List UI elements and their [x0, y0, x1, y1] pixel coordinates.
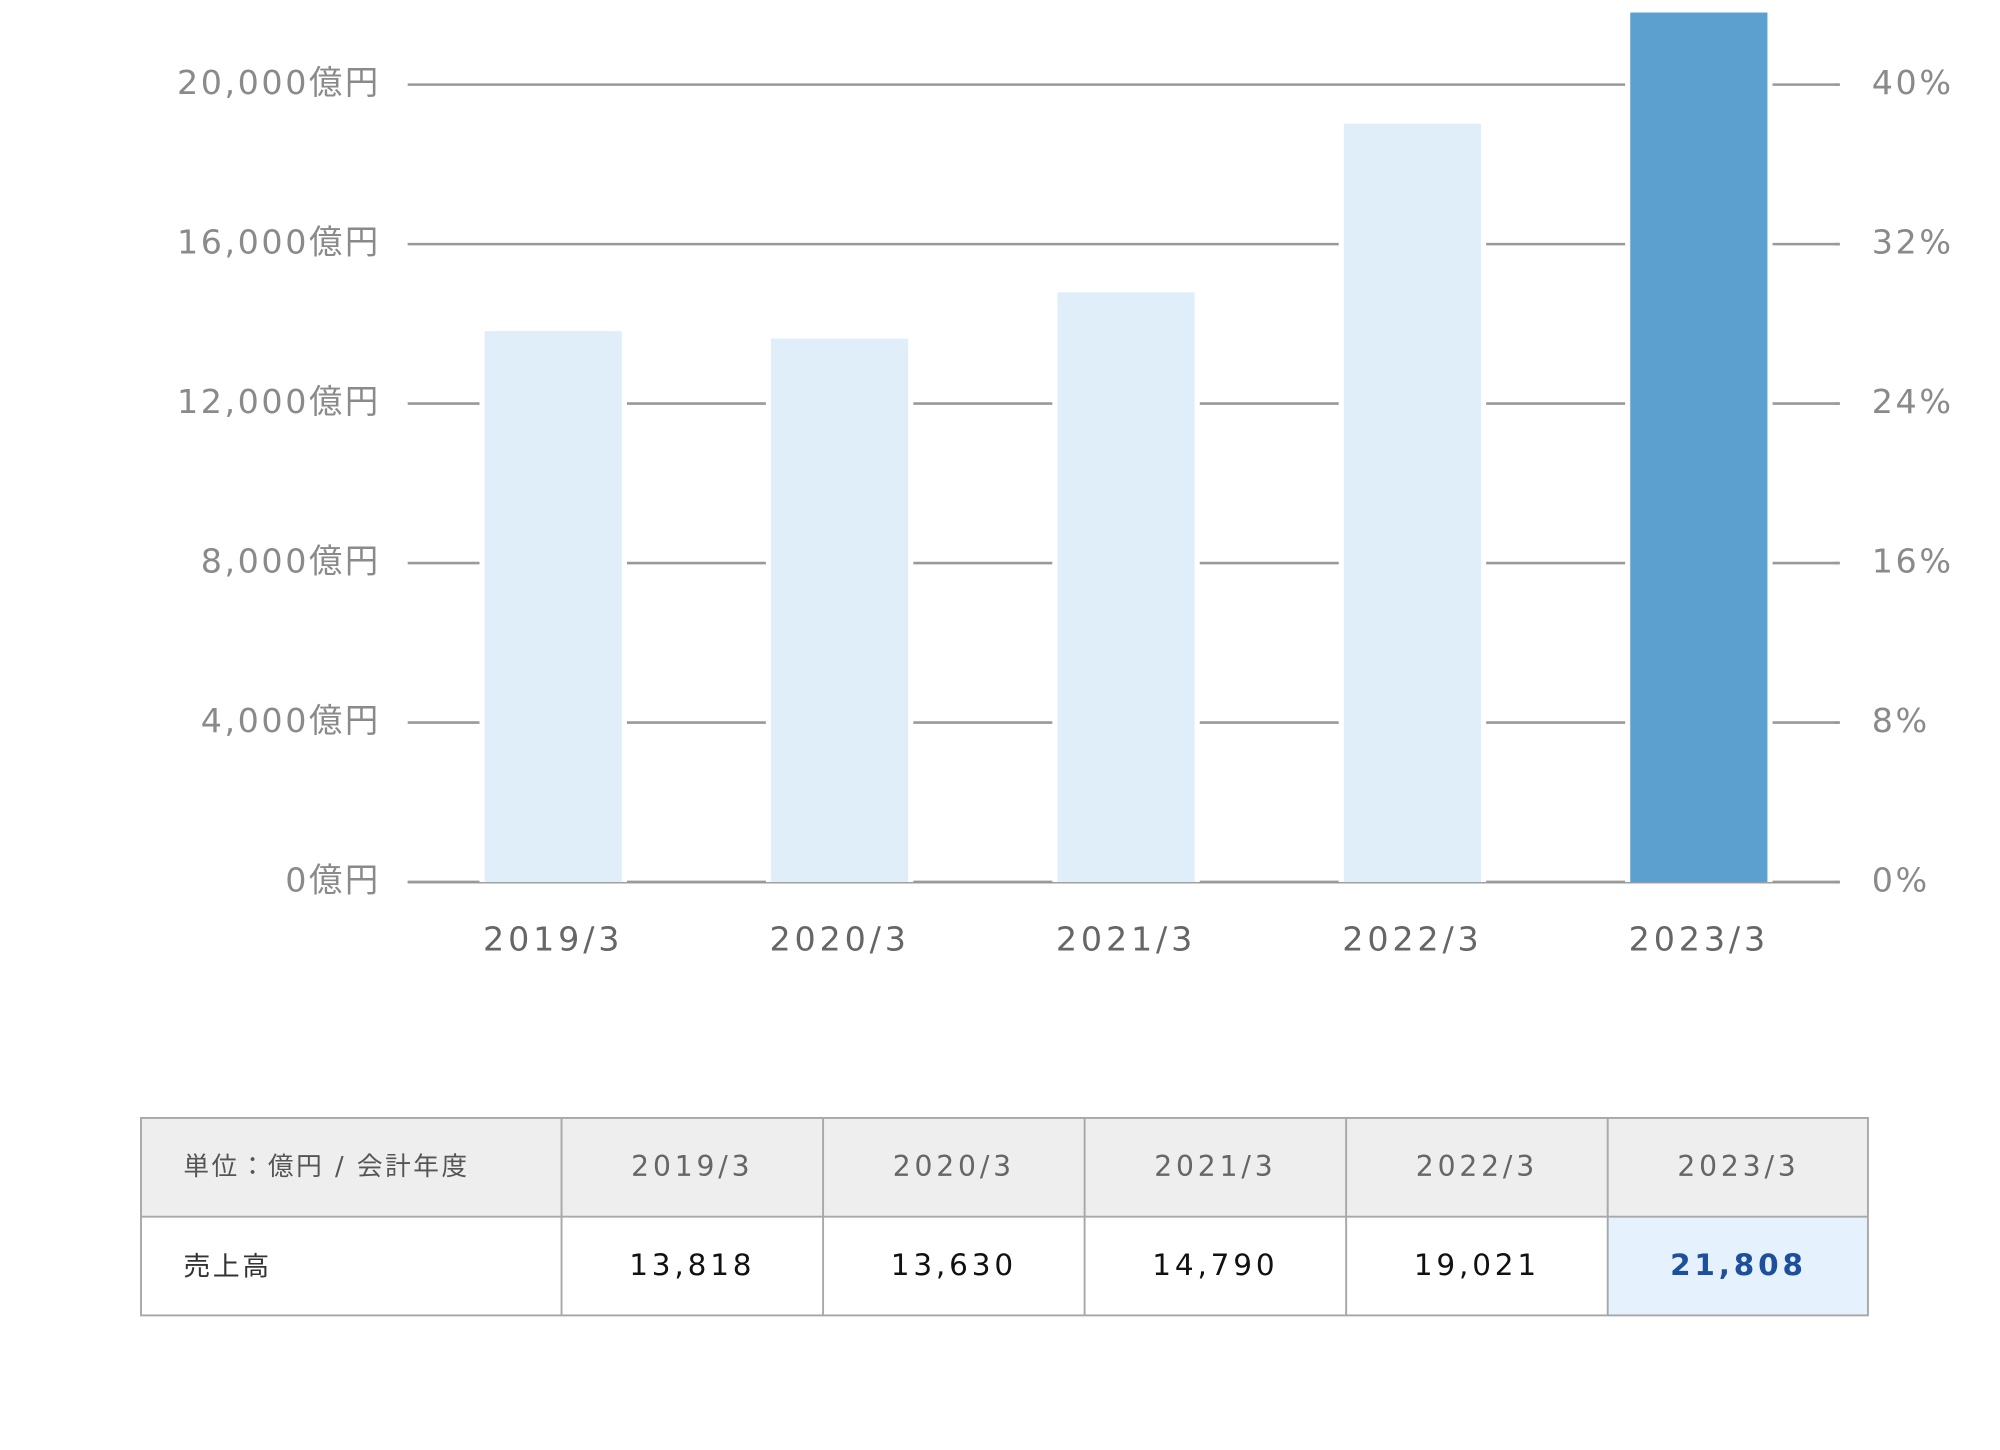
bar	[1057, 292, 1195, 883]
y2-tick-label: 32%	[1872, 223, 1954, 262]
x-tick-label: 2022/3	[1342, 920, 1482, 959]
table-year: 2022/3	[1416, 1150, 1538, 1183]
y-tick-label: 16,000億円	[177, 223, 381, 262]
x-tick-label: 2023/3	[1629, 920, 1769, 959]
table-year: 2023/3	[1677, 1150, 1799, 1183]
y2-tick-label: 8%	[1872, 701, 1930, 740]
table-borders	[140, 1116, 1869, 1317]
y-tick-label: 4,000億円	[201, 701, 381, 740]
table-header-bg	[141, 1117, 1868, 1217]
table-value: 13,630	[891, 1248, 1017, 1282]
y2-tick-label: 0%	[1872, 861, 1930, 900]
table-row-label: 売上高	[183, 1251, 271, 1282]
y-tick-label: 12,000億円	[177, 382, 381, 421]
table-highlight-bg	[1607, 1216, 1868, 1316]
table-value: 14,790	[1152, 1248, 1278, 1282]
bar	[484, 331, 622, 883]
y-tick-label: 8,000億円	[201, 542, 381, 581]
y-tick-label: 0億円	[285, 861, 381, 900]
y2-tick-label: 16%	[1872, 542, 1954, 581]
table-year: 2019/3	[631, 1150, 753, 1183]
data-table: 単位：億円 / 会計年度 売上高 2019/3 13,818 2020/3 13,63…	[140, 1116, 1869, 1317]
labels: 0億円 4,000億円 8,000億円 12,000億円 16,000億円 20,000億…	[177, 63, 1954, 959]
table-year: 2021/3	[1154, 1150, 1276, 1183]
y-tick-label: 20,000億円	[177, 63, 381, 102]
bar	[1630, 12, 1768, 883]
table-value: 13,818	[629, 1248, 755, 1282]
table-value: 21,808	[1670, 1248, 1807, 1282]
x-tick-label: 2021/3	[1056, 920, 1196, 959]
y2-tick-label: 40%	[1872, 63, 1954, 102]
x-tick-label: 2020/3	[769, 920, 909, 959]
bar	[1343, 123, 1482, 883]
table-year: 2020/3	[893, 1150, 1015, 1183]
bars	[479, 12, 1773, 883]
bar	[771, 338, 909, 883]
table-header-label: 単位：億円 / 会計年度	[183, 1152, 469, 1182]
x-tick-label: 2019/3	[483, 920, 623, 959]
y2-tick-label: 24%	[1872, 382, 1954, 421]
table-value: 19,021	[1414, 1248, 1540, 1282]
